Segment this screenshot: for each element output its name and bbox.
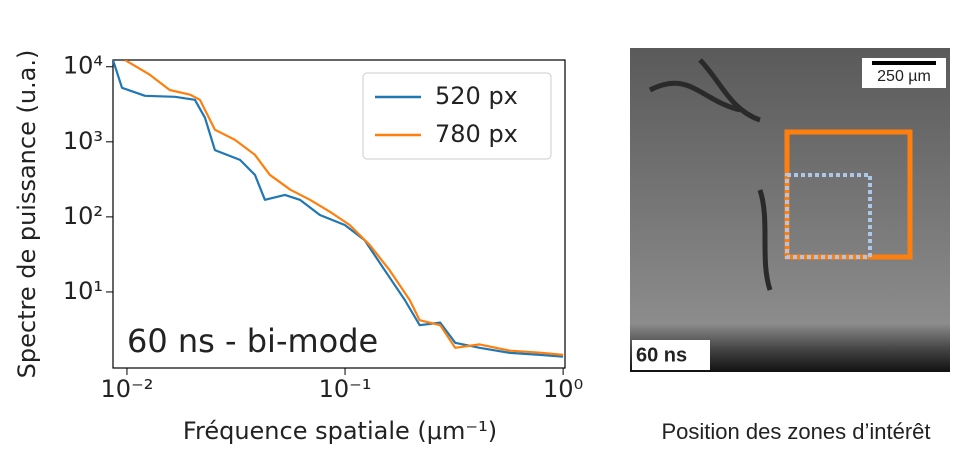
time-label-box bbox=[632, 340, 710, 370]
x-tick-label: 10⁻² bbox=[101, 375, 154, 403]
series-line bbox=[124, 60, 564, 356]
image-texture bbox=[648, 58, 773, 291]
y-axis-label: Spectre de puissance (u.a.) bbox=[13, 50, 41, 379]
image-background bbox=[630, 48, 950, 372]
legend-label: 780 px bbox=[435, 120, 518, 148]
y-tick-label: 10¹ bbox=[63, 277, 103, 305]
y-tick-label: 10⁴ bbox=[63, 52, 103, 80]
x-tick-label: 10⁰ bbox=[543, 375, 583, 403]
scale-bar-label: 250 µm bbox=[877, 68, 931, 85]
series-line bbox=[113, 60, 564, 358]
time-label: 60 ns bbox=[636, 344, 687, 366]
x-axis-label: Fréquence spatiale (μm⁻¹) bbox=[183, 417, 497, 445]
y-tick-label: 10² bbox=[63, 202, 103, 230]
image-caption: Position des zones d’intérêt bbox=[661, 419, 930, 444]
annotation: 60 ns - bi-mode bbox=[127, 322, 378, 360]
x-tick-label: 10⁻¹ bbox=[319, 375, 372, 403]
legend-label: 520 px bbox=[435, 82, 518, 110]
legend-box bbox=[362, 72, 552, 160]
roi-520 bbox=[785, 173, 872, 259]
microscopy-image: 250 µm 60 ns bbox=[630, 48, 950, 372]
y-tick-label: 10³ bbox=[63, 127, 103, 155]
plot-frame bbox=[112, 59, 566, 369]
